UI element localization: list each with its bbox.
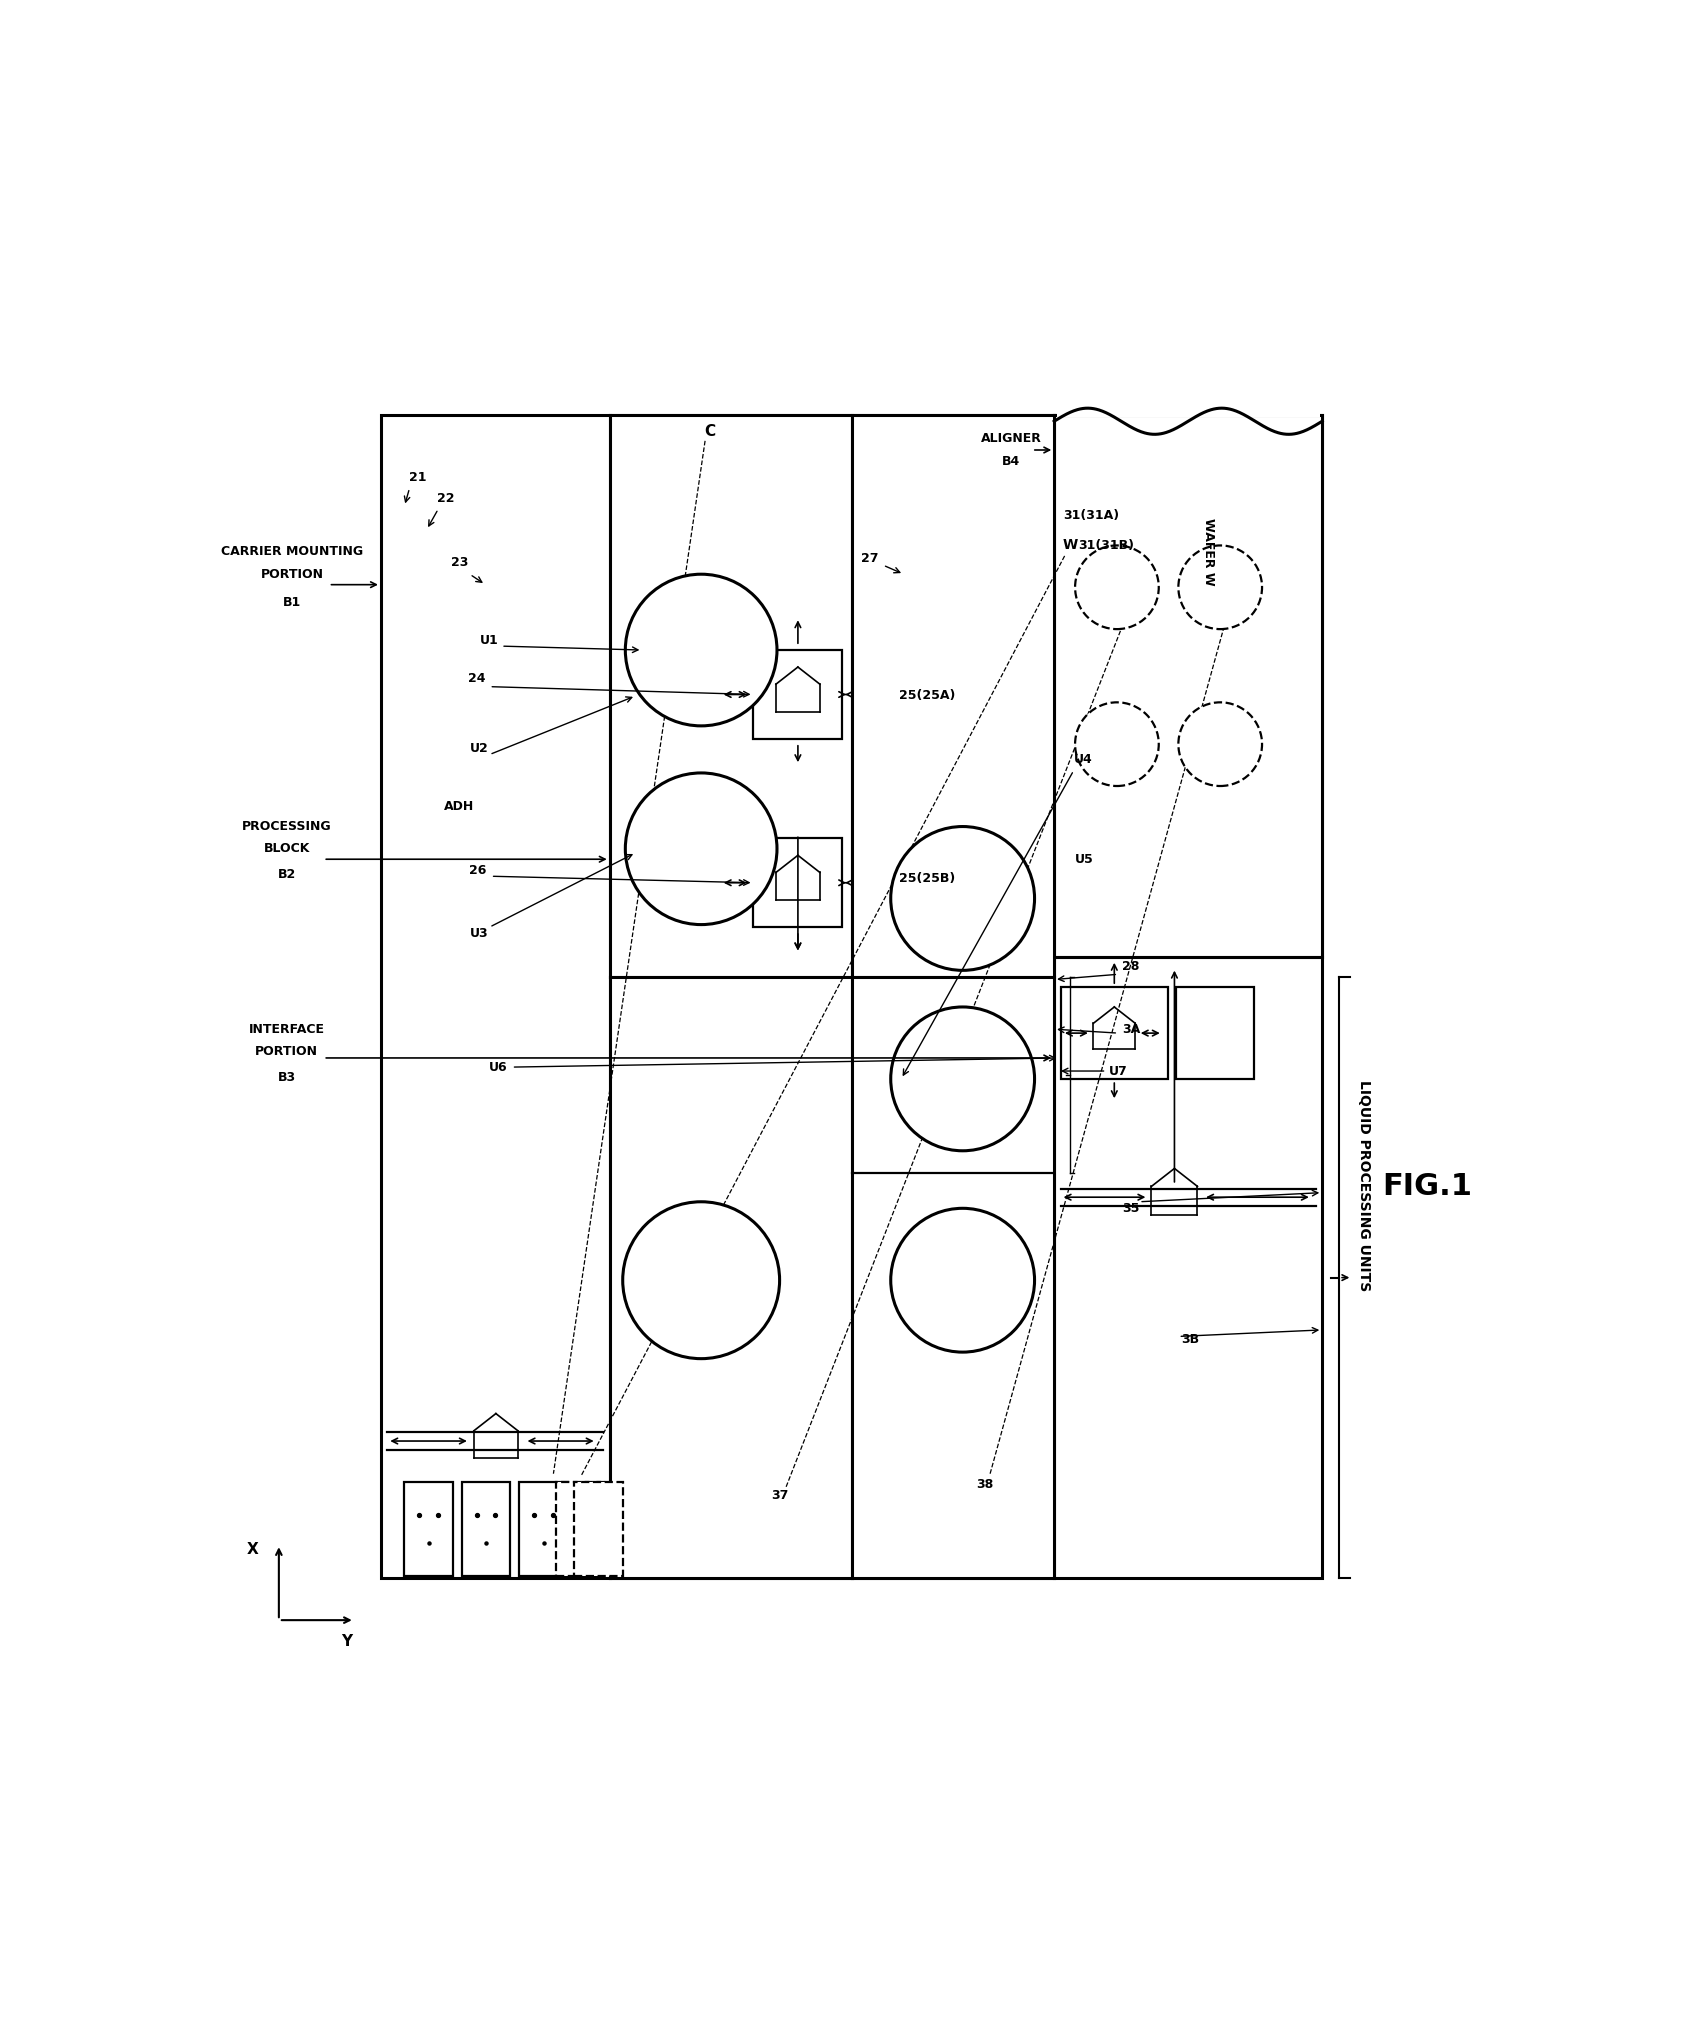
Circle shape xyxy=(891,1007,1034,1151)
Bar xyxy=(574,1482,623,1575)
Text: 3B: 3B xyxy=(1181,1333,1199,1345)
Text: 25(25A): 25(25A) xyxy=(899,689,955,703)
Bar xyxy=(754,650,842,740)
Text: ALIGNER: ALIGNER xyxy=(980,432,1041,444)
Text: PORTION: PORTION xyxy=(255,1045,319,1058)
Text: B2: B2 xyxy=(278,868,295,880)
Text: 28: 28 xyxy=(1122,960,1139,972)
Text: CARRIER MOUNTING: CARRIER MOUNTING xyxy=(221,546,363,558)
Text: 31(31A): 31(31A) xyxy=(1063,510,1120,522)
Circle shape xyxy=(1178,703,1262,787)
Text: 35: 35 xyxy=(1122,1202,1139,1215)
Bar xyxy=(1054,414,1323,958)
Bar xyxy=(405,1482,452,1575)
Text: 25(25B): 25(25B) xyxy=(899,872,955,884)
Text: INTERFACE: INTERFACE xyxy=(248,1023,324,1035)
Circle shape xyxy=(626,575,778,726)
Text: Y: Y xyxy=(341,1634,353,1649)
Text: 27: 27 xyxy=(860,552,879,565)
Text: B4: B4 xyxy=(1002,454,1021,469)
Bar xyxy=(852,414,1054,976)
Text: U6: U6 xyxy=(489,1060,508,1074)
Text: 31(31B): 31(31B) xyxy=(1078,538,1134,552)
Circle shape xyxy=(891,827,1034,970)
Text: U3: U3 xyxy=(469,927,488,940)
Text: W: W xyxy=(1063,538,1078,552)
Circle shape xyxy=(1075,546,1159,630)
Text: U1: U1 xyxy=(481,634,499,648)
Bar xyxy=(1056,385,1319,418)
Text: B1: B1 xyxy=(283,597,300,609)
Text: FIG.1: FIG.1 xyxy=(1382,1172,1471,1200)
Bar xyxy=(557,1482,604,1575)
Circle shape xyxy=(1178,546,1262,630)
Bar xyxy=(609,414,852,976)
Text: 38: 38 xyxy=(977,1478,994,1490)
Bar xyxy=(1176,986,1253,1078)
Text: ADH: ADH xyxy=(444,801,474,813)
Text: PROCESSING: PROCESSING xyxy=(241,819,332,834)
Text: U7: U7 xyxy=(1108,1064,1129,1078)
Bar xyxy=(520,1482,569,1575)
Bar xyxy=(754,838,842,927)
Text: 22: 22 xyxy=(437,491,455,505)
Bar xyxy=(852,976,1054,1577)
Text: 23: 23 xyxy=(450,556,467,569)
Bar xyxy=(1061,986,1167,1078)
Circle shape xyxy=(891,1209,1034,1351)
Text: 37: 37 xyxy=(771,1490,788,1502)
Text: X: X xyxy=(246,1543,258,1557)
Circle shape xyxy=(626,772,778,925)
Text: LIQUID PROCESSING UNITS: LIQUID PROCESSING UNITS xyxy=(1356,1080,1372,1292)
Text: C: C xyxy=(705,424,715,440)
Circle shape xyxy=(1075,703,1159,787)
Text: 3A: 3A xyxy=(1122,1023,1140,1035)
Text: 24: 24 xyxy=(467,673,486,685)
Bar xyxy=(609,976,852,1577)
Text: PORTION: PORTION xyxy=(260,569,324,581)
Circle shape xyxy=(623,1202,779,1359)
Text: WAFER W: WAFER W xyxy=(1201,518,1215,585)
Text: BLOCK: BLOCK xyxy=(263,842,310,856)
Text: U4: U4 xyxy=(1073,754,1093,766)
Bar xyxy=(381,414,1323,1577)
Text: U5: U5 xyxy=(1075,852,1093,866)
Text: 26: 26 xyxy=(469,864,486,878)
Text: 21: 21 xyxy=(408,471,427,483)
Text: U2: U2 xyxy=(469,742,488,754)
Text: B3: B3 xyxy=(278,1072,295,1084)
Bar xyxy=(462,1482,509,1575)
